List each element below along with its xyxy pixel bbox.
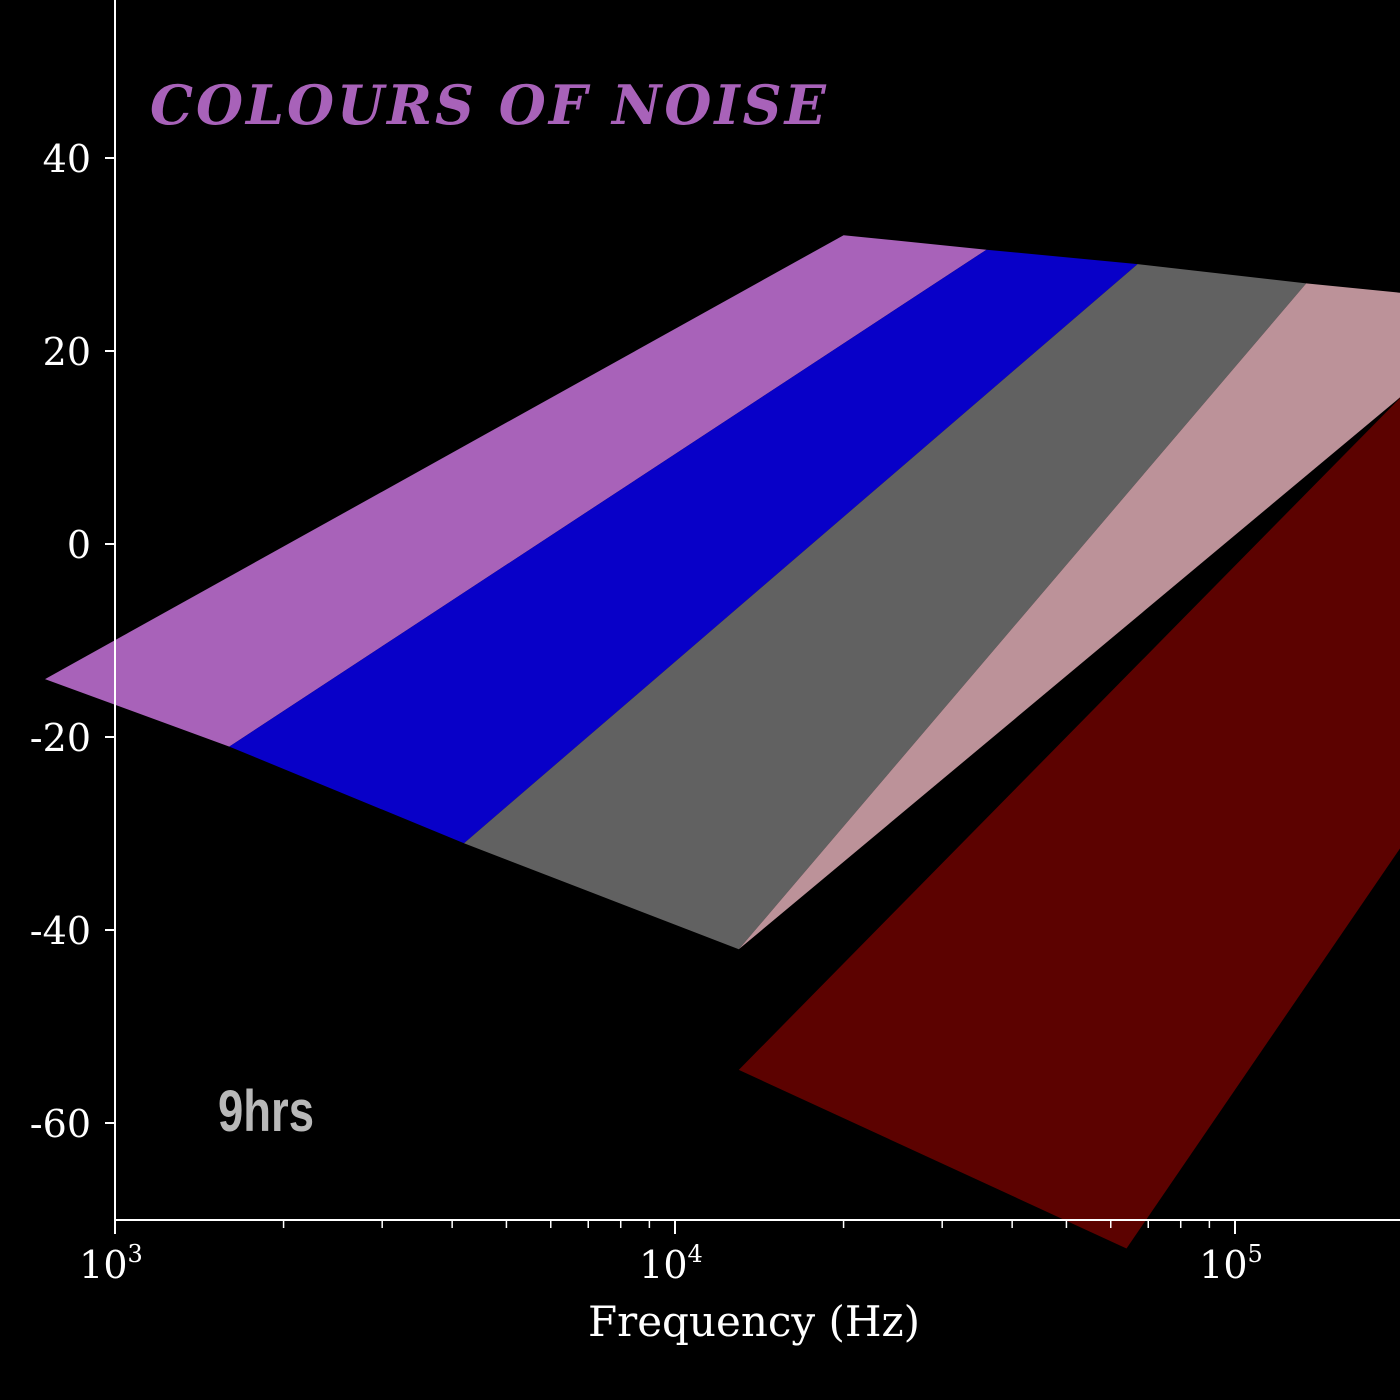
noise-bands bbox=[45, 235, 1400, 1249]
y-tick-label: 40 bbox=[43, 137, 91, 181]
x-axis-label: Frequency (Hz) bbox=[588, 1297, 920, 1346]
duration-annotation: 9hrs bbox=[218, 1079, 314, 1144]
y-tick-label: -60 bbox=[30, 1102, 91, 1146]
axes bbox=[105, 0, 1400, 1234]
y-tick-label: 0 bbox=[67, 523, 91, 567]
x-tick-label: 104 bbox=[639, 1240, 703, 1287]
y-tick-label: -20 bbox=[30, 716, 91, 760]
x-tick-label: 105 bbox=[1199, 1240, 1263, 1287]
noise-band-2 bbox=[229, 249, 1138, 844]
noise-band-1 bbox=[45, 235, 987, 747]
noise-band-3 bbox=[464, 264, 1307, 950]
y-tick-label: -40 bbox=[30, 909, 91, 953]
x-tick-label: 103 bbox=[79, 1240, 143, 1287]
noise-band-4 bbox=[738, 283, 1400, 950]
noise-band-5 bbox=[738, 398, 1400, 1249]
y-tick-label: 20 bbox=[43, 330, 91, 374]
axis-labels: 40 20 0 -20 -40 -60 103 104 105 bbox=[30, 137, 1263, 1287]
chart-title: COLOURS OF NOISE bbox=[150, 73, 829, 137]
